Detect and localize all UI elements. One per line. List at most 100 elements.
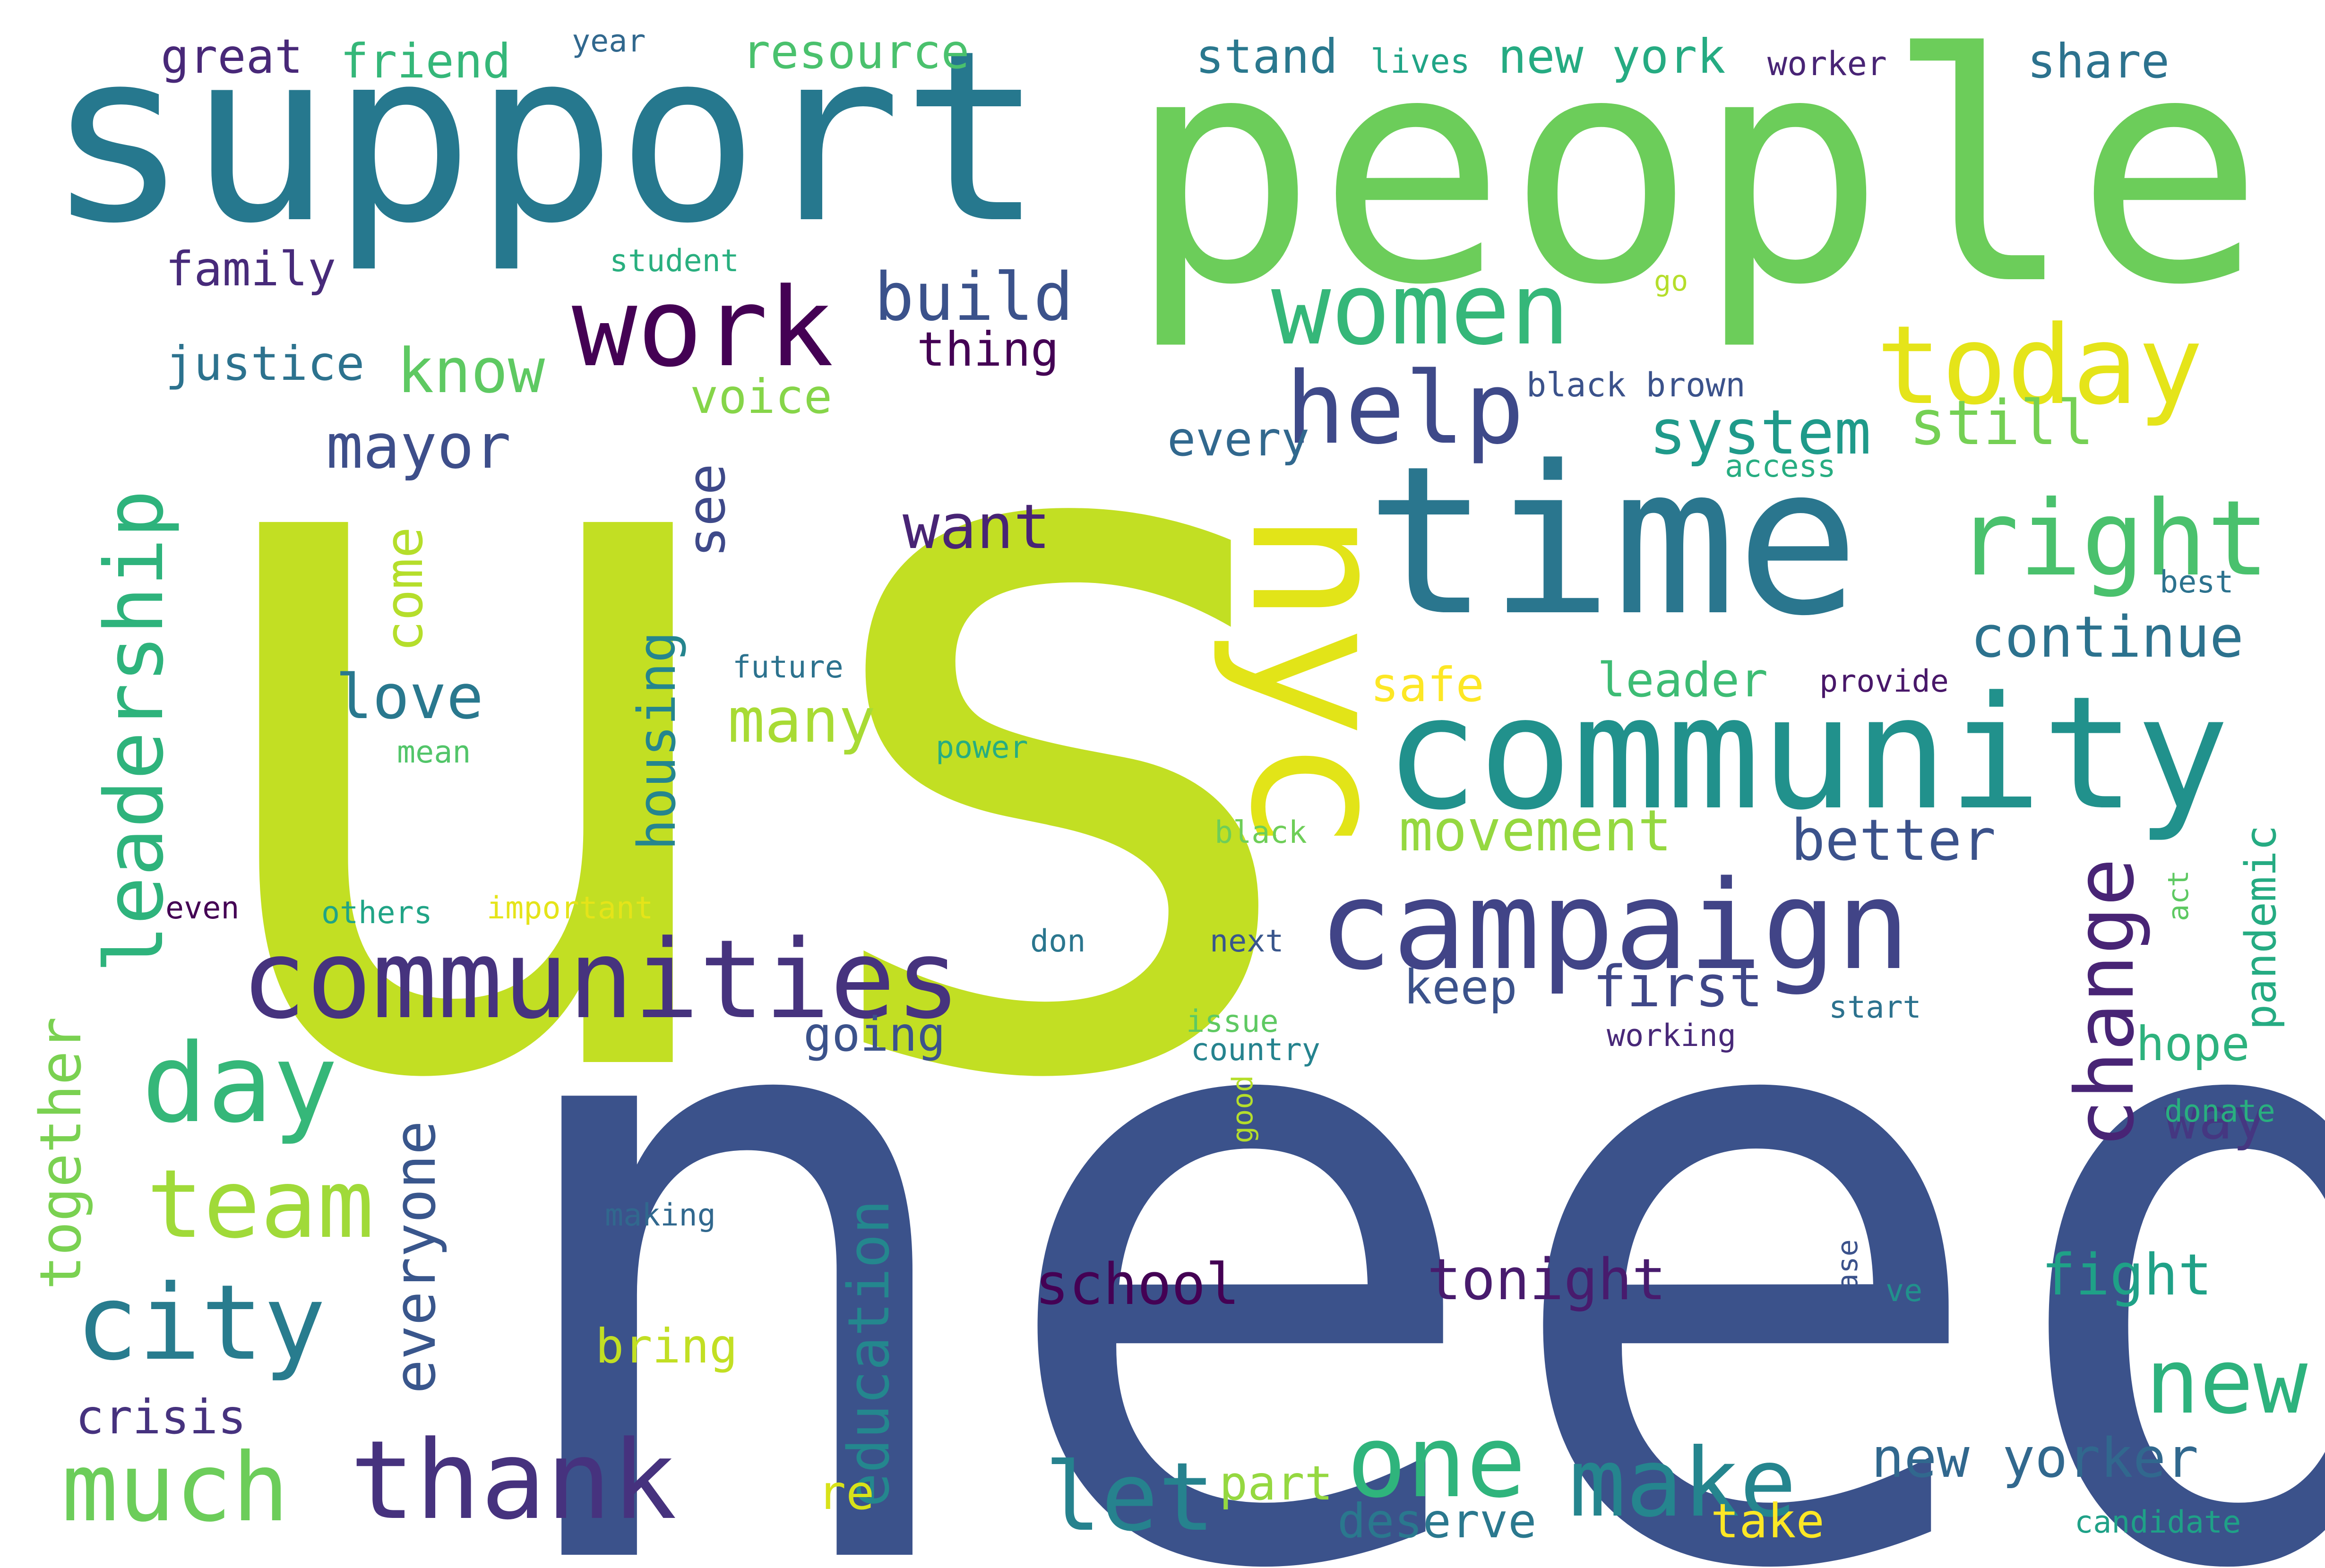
word-let: let xyxy=(1044,1442,1215,1552)
word-stand: stand xyxy=(1196,29,1338,84)
word-much: much xyxy=(61,1433,289,1543)
word-resource: resource xyxy=(742,24,970,79)
word-today: today xyxy=(1876,303,2204,429)
word-housing: housing xyxy=(627,631,687,850)
word-best: best xyxy=(2160,565,2234,600)
word-communities: communities xyxy=(241,917,961,1043)
word-fight: fight xyxy=(2041,1242,2213,1308)
word-great: great xyxy=(161,29,303,84)
word-black-brown: black brown xyxy=(1526,366,1746,404)
word-take: take xyxy=(1711,1493,1825,1549)
word-voice: voice xyxy=(690,369,833,424)
word-pandemic: pandemic xyxy=(2236,825,2286,1030)
word-country: country xyxy=(1191,1032,1320,1068)
word-thing: thing xyxy=(917,322,1059,377)
word-women: women xyxy=(1271,251,1570,367)
word-justice: justice xyxy=(165,336,365,391)
word-one: one xyxy=(1347,1404,1526,1520)
word-safe: safe xyxy=(1370,657,1484,712)
word-share: share xyxy=(2027,34,2170,89)
word-work: work xyxy=(572,265,834,391)
word-going: going xyxy=(803,1007,946,1062)
word-leadership: leadership xyxy=(88,489,181,974)
word-act: act xyxy=(2162,870,2195,921)
word-worker: worker xyxy=(1767,44,1887,83)
word-even: even xyxy=(165,891,240,926)
word-community: community xyxy=(1385,663,2230,844)
word-city: city xyxy=(76,1262,326,1383)
word-many: many xyxy=(728,685,876,756)
word-crisis: crisis xyxy=(76,1389,247,1445)
word-go: go xyxy=(1654,265,1688,298)
word-start: start xyxy=(1829,990,1921,1025)
word-deserve: deserve xyxy=(1337,1493,1537,1549)
word-still: still xyxy=(1909,387,2094,459)
word-love: love xyxy=(336,661,484,733)
word-come: come xyxy=(374,527,434,652)
word-us: us xyxy=(165,144,1357,1295)
word-black: black xyxy=(1214,815,1307,850)
word-want: want xyxy=(903,491,1051,563)
word-first: first xyxy=(1593,954,1764,1020)
word-know: know xyxy=(397,335,545,407)
word-leader: leader xyxy=(1597,652,1768,708)
word-friend: friend xyxy=(340,34,511,89)
word-next: next xyxy=(1210,924,1284,959)
word-please: please xyxy=(1831,1239,1864,1342)
word-part: part xyxy=(1219,1456,1333,1511)
word-movement: movement xyxy=(1399,798,1672,864)
word-mean: mean xyxy=(397,735,471,770)
word-mayor: mayor xyxy=(326,411,511,482)
word-power: power xyxy=(936,730,1028,765)
word-system: system xyxy=(1649,396,1871,468)
word-school: school xyxy=(1035,1252,1240,1318)
word-new: new xyxy=(2145,1329,2308,1434)
word-need: need xyxy=(482,776,2325,1568)
word-time: time xyxy=(1366,422,1860,661)
word-candidate: candidate xyxy=(2075,1505,2241,1540)
word-education: education xyxy=(836,1200,902,1507)
word-people: people xyxy=(1128,0,2265,354)
word-build: build xyxy=(874,259,1074,336)
word-family: family xyxy=(165,241,336,297)
word-working: working xyxy=(1607,1018,1736,1054)
word-access: access xyxy=(1725,449,1836,484)
word-re: re xyxy=(818,1465,875,1520)
word-way: way xyxy=(2164,1087,2267,1152)
word-year: year xyxy=(572,24,646,59)
word-ve: ve xyxy=(1886,1273,1923,1309)
word-better: better xyxy=(1791,808,1996,874)
word-student: student xyxy=(610,243,739,279)
word-change: change xyxy=(2058,857,2152,1148)
word-bring: bring xyxy=(595,1319,738,1374)
word-tonight: tonight xyxy=(1427,1247,1666,1313)
word-hope: hope xyxy=(2136,1016,2250,1071)
word-support: support xyxy=(46,0,1044,275)
word-keep: keep xyxy=(1404,960,1517,1015)
word-new-yorker: new yorker xyxy=(1871,1427,2199,1490)
word-good: good xyxy=(1226,1075,1259,1144)
word-provide: provide xyxy=(1819,664,1949,699)
word-every: every xyxy=(1167,411,1310,467)
word-see: see xyxy=(676,463,737,557)
word-thank: thank xyxy=(350,1418,677,1544)
word-everyone: everyone xyxy=(383,1121,448,1394)
word-future: future xyxy=(732,650,844,685)
word-help: help xyxy=(1285,351,1524,466)
word-others: others xyxy=(321,895,432,931)
word-donate: donate xyxy=(2164,1094,2275,1129)
word-lives: lives xyxy=(1370,42,1470,81)
word-issue: issue xyxy=(1186,1004,1279,1039)
word-together: together xyxy=(28,1017,94,1290)
word-team: team xyxy=(146,1149,374,1260)
word-make: make xyxy=(1569,1428,1797,1538)
word-day: day xyxy=(142,1021,338,1147)
word-new-york: new york xyxy=(1498,29,1726,84)
word-don: don xyxy=(1030,924,1086,959)
word-important: important xyxy=(487,891,654,926)
word-continue: continue xyxy=(1971,605,2244,670)
word-right: right xyxy=(1956,478,2270,599)
word-making: making xyxy=(605,1198,716,1233)
word-campaign: campaign xyxy=(1318,855,1911,997)
